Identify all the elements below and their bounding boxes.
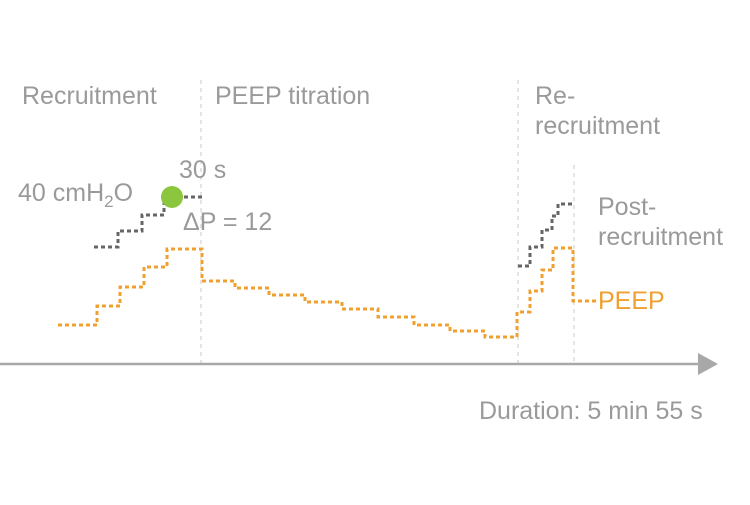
time-axis-arrow-icon bbox=[698, 353, 718, 375]
peak-pressure-marker bbox=[161, 186, 183, 208]
phase-label-re-recruitment-line1: Re- bbox=[535, 82, 575, 110]
phase-label-recruitment: Recruitment bbox=[22, 82, 157, 110]
legend-post-recruitment-line2: recruitment bbox=[598, 223, 723, 251]
peak-pressure-label: 40 cmH2O bbox=[18, 179, 133, 211]
legend-post-recruitment-line1: Post- bbox=[598, 193, 656, 221]
phase-label-peep-titration: PEEP titration bbox=[215, 82, 370, 110]
hold-duration-label: 30 s bbox=[179, 156, 226, 184]
peak-pressure-main: 40 cmH bbox=[18, 179, 104, 207]
phase-label-re-recruitment-line2: recruitment bbox=[535, 112, 660, 140]
peep-trace bbox=[58, 246, 597, 339]
driving-pressure-label: ΔP = 12 bbox=[183, 208, 272, 236]
post-recruitment-trace-initial bbox=[94, 195, 204, 249]
post-recruitment-trace-repeat bbox=[518, 202, 575, 268]
legend-peep: PEEP bbox=[598, 287, 665, 315]
peak-pressure-tail: O bbox=[114, 179, 133, 207]
peak-pressure-subscript: 2 bbox=[104, 192, 113, 211]
duration-label: Duration: 5 min 55 s bbox=[479, 397, 703, 425]
